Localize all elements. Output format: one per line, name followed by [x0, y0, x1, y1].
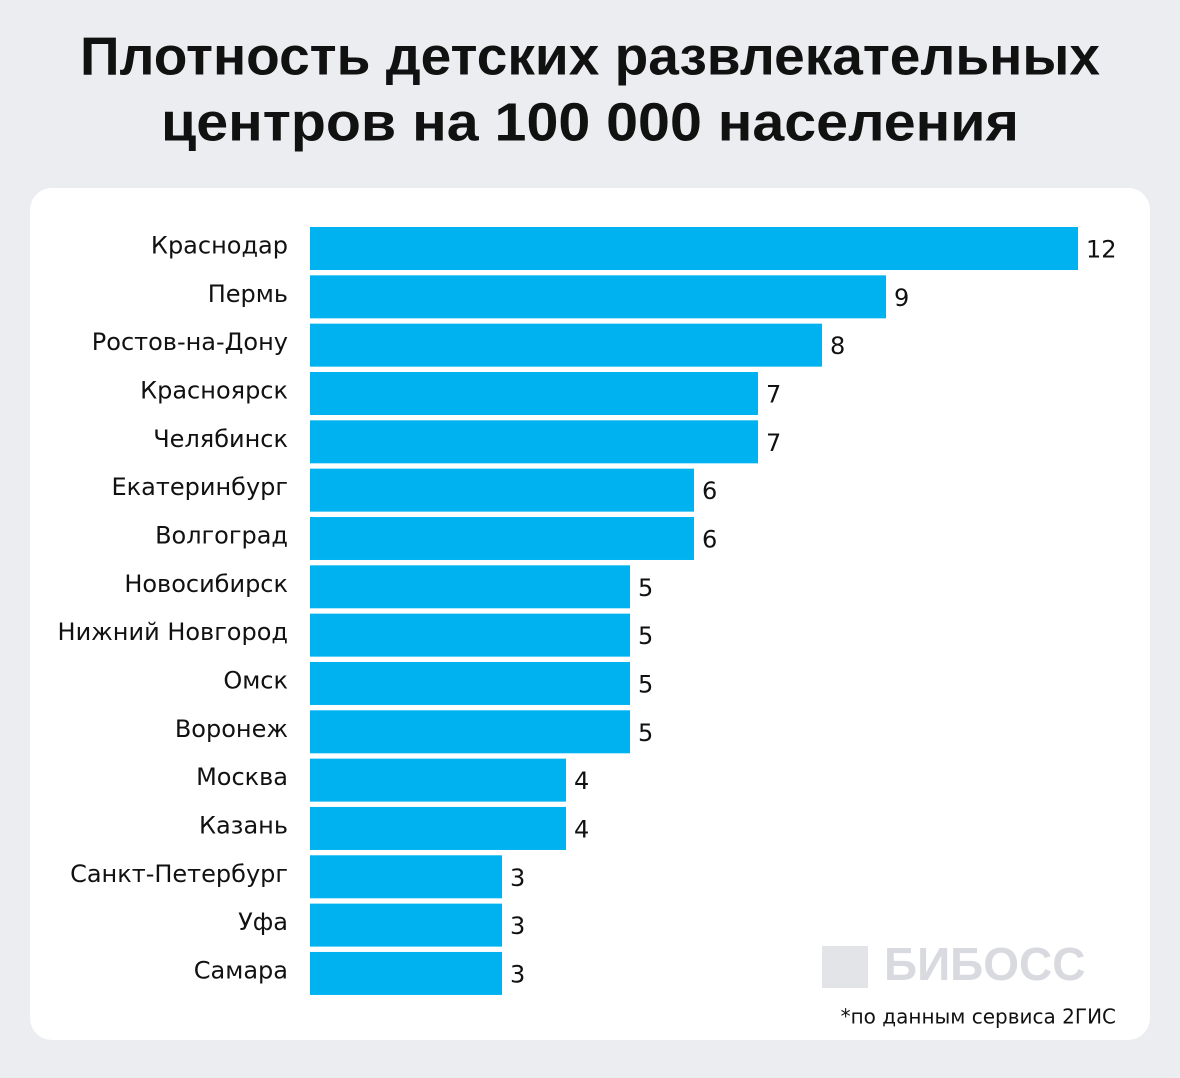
value-label: 9: [894, 284, 909, 312]
category-label: Воронеж: [175, 715, 288, 743]
value-label: 8: [830, 332, 845, 360]
bar: [310, 710, 630, 754]
value-label: 7: [766, 429, 781, 457]
value-label: 4: [574, 815, 589, 843]
value-label: 6: [702, 525, 717, 553]
bar: [310, 516, 694, 560]
chart-title: центров на 100 000 населения: [161, 92, 1019, 152]
bar: [310, 613, 630, 657]
value-label: 12: [1086, 236, 1117, 264]
category-label: Омск: [223, 666, 288, 694]
bar: [310, 420, 758, 464]
value-label: 5: [638, 719, 653, 747]
category-label: Красноярск: [140, 376, 288, 404]
category-label: Волгоград: [155, 521, 288, 549]
value-label: 4: [574, 767, 589, 795]
bar: [310, 951, 502, 995]
category-label: Екатеринбург: [112, 473, 288, 501]
value-label: 3: [510, 864, 525, 892]
category-label: Пермь: [208, 280, 288, 308]
bar: [310, 565, 630, 609]
category-label: Краснодар: [151, 232, 288, 260]
category-label: Казань: [199, 811, 288, 839]
bar: [310, 323, 822, 367]
value-label: 5: [638, 670, 653, 698]
bar: [310, 661, 630, 705]
category-label: Нижний Новгород: [58, 618, 288, 646]
value-label: 5: [638, 622, 653, 650]
category-label: Санкт-Петербург: [70, 860, 288, 888]
source-note: *по данным сервиса 2ГИС: [841, 1005, 1116, 1029]
value-label: 6: [702, 477, 717, 505]
value-label: 3: [510, 960, 525, 988]
watermark: БИБОСС: [884, 938, 1085, 990]
bar: [310, 855, 502, 899]
bar: [310, 806, 566, 850]
bar: [310, 275, 886, 319]
watermark-logo: [822, 946, 868, 988]
category-label: Ростов-на-Дону: [92, 328, 288, 356]
bar: [310, 227, 1078, 270]
category-label: Челябинск: [153, 425, 288, 453]
category-label: Новосибирск: [124, 570, 288, 598]
value-label: 5: [638, 574, 653, 602]
bar: [310, 758, 566, 802]
value-label: 3: [510, 912, 525, 940]
bar: [310, 903, 502, 947]
bar: [310, 468, 694, 512]
bar: [310, 371, 758, 415]
category-label: Самара: [194, 956, 288, 984]
value-label: 7: [766, 380, 781, 408]
chart-title: Плотность детских развлекательных: [80, 26, 1100, 86]
category-label: Уфа: [238, 908, 288, 936]
category-label: Москва: [196, 763, 288, 791]
